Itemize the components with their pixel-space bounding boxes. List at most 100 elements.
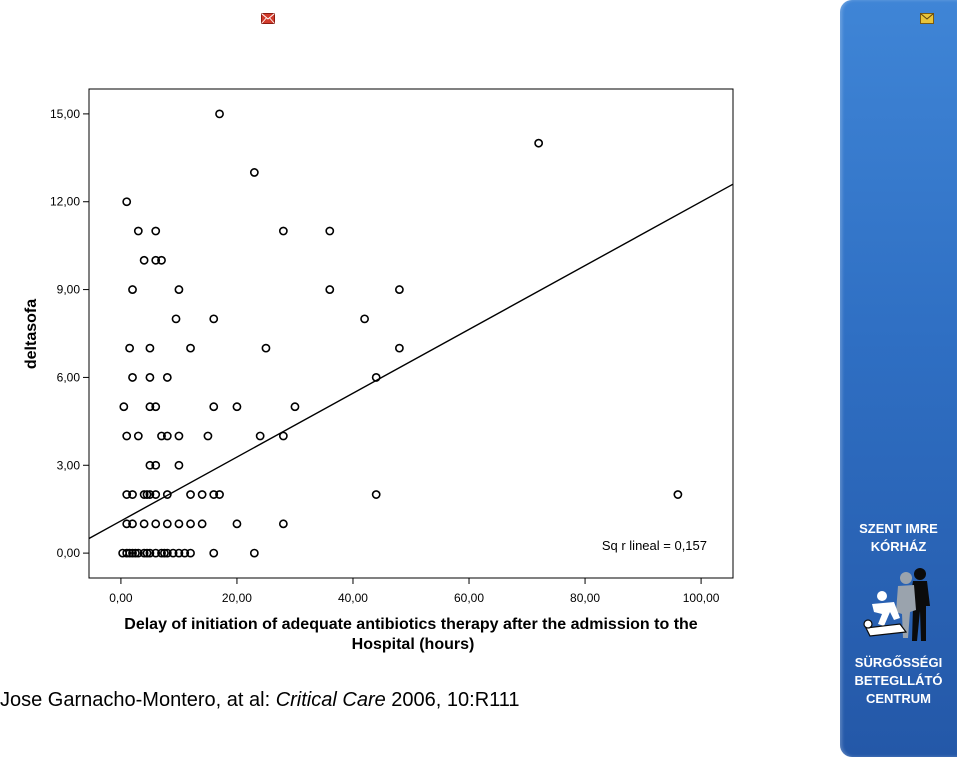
data-point [174, 431, 184, 441]
citation: Jose Garnacho-Montero, at al: Critical C… [0, 689, 520, 712]
data-point [394, 343, 404, 353]
data-point [142, 548, 152, 558]
data-point [174, 548, 184, 558]
data-point [371, 373, 381, 382]
plot-area [88, 88, 734, 579]
citation-journal: Critical Care [275, 689, 386, 711]
data-point [197, 519, 207, 529]
department-name-line2: BETEGLLÁTÓ [854, 673, 943, 688]
y-tick-label: 0,00 [57, 546, 81, 560]
department-name-line1: SÜRGŐSSÉGI [854, 655, 943, 670]
data-point [261, 343, 271, 353]
data-point [142, 490, 152, 499]
y-tick-label: 15,00 [50, 107, 80, 121]
data-point [145, 373, 155, 382]
emergency-rescue-figures-icon [863, 568, 930, 641]
data-point [255, 431, 265, 441]
data-point [145, 402, 155, 412]
data-point [133, 226, 143, 236]
data-point [157, 255, 166, 265]
data-point [162, 548, 172, 558]
data-point [122, 519, 132, 529]
y-axis-title: deltasofa [23, 299, 40, 369]
data-point [162, 373, 172, 382]
data-point [162, 490, 172, 499]
data-point [145, 548, 155, 558]
data-point [360, 314, 369, 324]
data-point [325, 226, 335, 236]
data-point [151, 490, 161, 499]
data-point [174, 285, 184, 294]
y-tick-label: 12,00 [50, 195, 80, 209]
data-point [162, 519, 172, 529]
regression-line [88, 183, 734, 540]
data-point [151, 548, 161, 558]
data-point [128, 373, 137, 382]
data-point [209, 402, 219, 412]
data-point [122, 548, 132, 558]
citation-ref: 2006, 10:R111 [385, 689, 520, 711]
data-point [186, 343, 195, 353]
data-point [139, 490, 149, 499]
envelope-icon-graphic [920, 13, 934, 24]
data-point [174, 519, 184, 529]
data-point [139, 548, 149, 558]
data-point [139, 255, 149, 265]
data-point [139, 519, 149, 529]
data-point [278, 226, 288, 236]
hospital-sidebar: SZENT IMRE KÓRHÁZ SÜRGŐSSÉGI BETEGLLÁTÓ … [840, 0, 957, 757]
data-point [371, 490, 381, 499]
data-point [122, 490, 132, 499]
x-axis-title-line1: Delay of initiation of adequate antibiot… [124, 616, 698, 633]
data-point [534, 138, 544, 148]
y-tick-label: 6,00 [57, 370, 81, 384]
data-point [160, 548, 169, 558]
data-point [119, 402, 129, 412]
data-point [186, 490, 195, 499]
data-point [232, 519, 242, 529]
data-point [209, 314, 219, 324]
envelope-icon-graphic [261, 13, 275, 24]
data-point [209, 548, 219, 558]
data-point [180, 548, 190, 558]
data-point [133, 548, 143, 558]
data-point [128, 548, 137, 558]
data-point [151, 460, 161, 470]
data-point [145, 460, 155, 470]
data-point [325, 285, 335, 294]
data-point [145, 343, 155, 353]
department-name-line3: CENTRUM [866, 691, 931, 706]
data-point [168, 548, 178, 558]
data-point [145, 490, 155, 499]
data-point [133, 431, 143, 441]
data-point [215, 109, 224, 119]
fit-annotation: Sq r lineal = 0,157 [602, 538, 707, 553]
y-tick-label: 3,00 [57, 458, 81, 472]
data-point [197, 490, 207, 499]
data-point [157, 548, 166, 558]
data-point [131, 548, 140, 558]
data-point [151, 519, 161, 529]
data-point [171, 314, 181, 324]
data-point [157, 431, 166, 441]
data-point [128, 519, 137, 529]
x-tick-label: 20,00 [222, 591, 252, 605]
data-point [232, 402, 242, 412]
x-axis-title-line2: Hospital (hours) [352, 636, 475, 653]
data-point [203, 431, 213, 441]
data-point [125, 548, 135, 558]
x-tick-label: 100,00 [683, 591, 720, 605]
data-point [174, 460, 184, 470]
data-point [162, 431, 172, 441]
x-tick-label: 80,00 [570, 591, 600, 605]
data-point [151, 402, 161, 412]
hospital-name-line2: KÓRHÁZ [870, 539, 927, 554]
data-point [278, 519, 288, 529]
envelope-icon[interactable] [261, 11, 275, 24]
x-tick-label: 40,00 [338, 591, 368, 605]
data-point [249, 168, 259, 177]
envelope-icon[interactable] [920, 11, 934, 24]
data-point [249, 548, 259, 558]
data-point [122, 197, 132, 207]
data-point [209, 490, 219, 499]
